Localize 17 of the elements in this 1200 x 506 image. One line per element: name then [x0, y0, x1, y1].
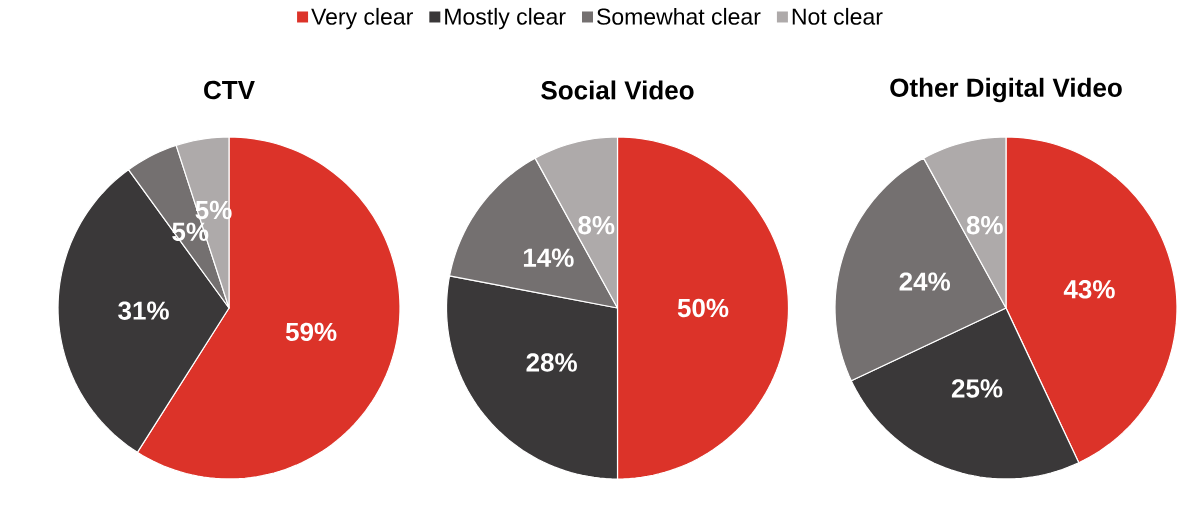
legend-label: Mostly clear [445, 7, 566, 30]
legend-label: Not clear [792, 7, 883, 25]
legend-label: Somewhat clear [597, 7, 761, 25]
data-label: 14% [523, 248, 574, 267]
data-label: 50% [677, 298, 729, 318]
data-label: 25% [951, 379, 1003, 398]
data-label: 59% [285, 322, 337, 342]
data-label: 43% [1063, 280, 1115, 299]
text: CTV [204, 80, 255, 100]
data-label: 28% [526, 353, 577, 372]
data-label: 31% [118, 301, 169, 320]
data-label: 8% [578, 215, 615, 235]
data-label: 24% [899, 272, 951, 291]
data-label: 8% [966, 215, 1003, 235]
chart-title: Social Video [541, 80, 694, 100]
legend-label: Very clear [311, 7, 413, 30]
chart-title: Other Digital Video [890, 77, 1122, 103]
